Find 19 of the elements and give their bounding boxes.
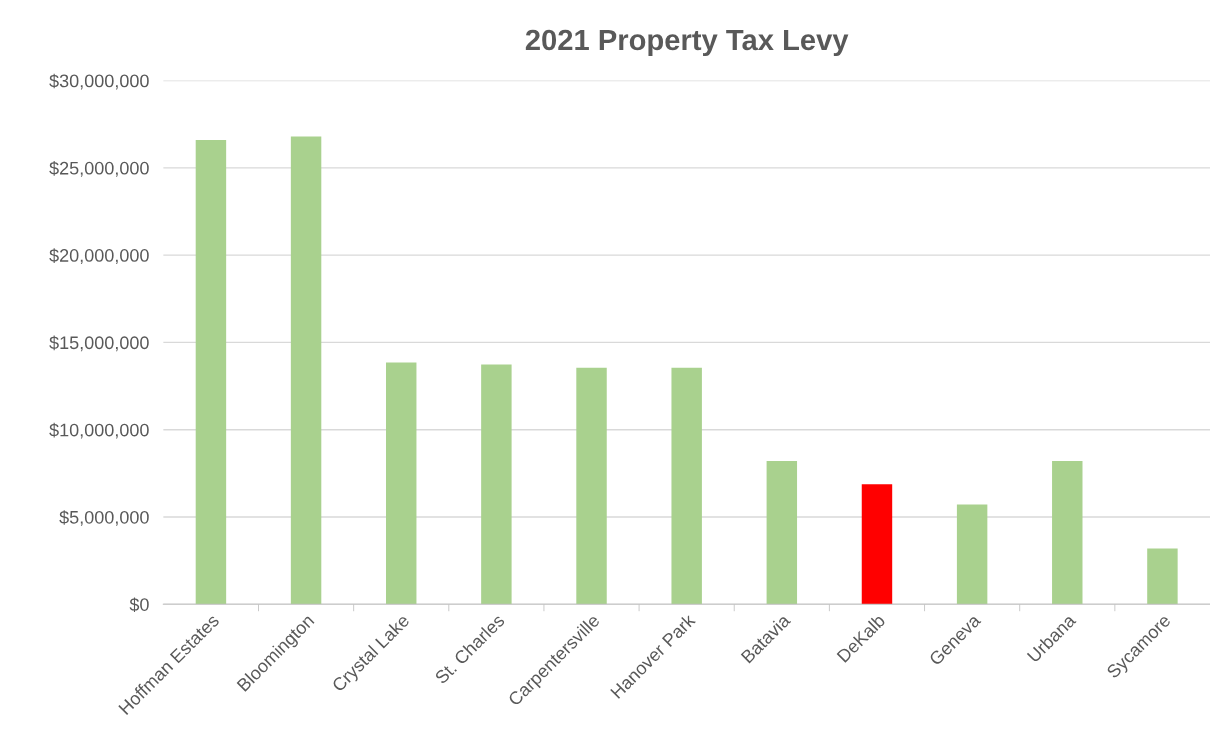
bar [861, 484, 893, 605]
bar [481, 364, 512, 605]
y-tick-label: $0 [129, 597, 149, 613]
y-tick-label: $20,000,000 [49, 248, 149, 264]
bar [290, 136, 322, 605]
bar [956, 504, 988, 605]
y-tick-label: $30,000,000 [49, 73, 149, 90]
bar [1052, 461, 1083, 605]
bar [671, 367, 702, 605]
bar [195, 139, 227, 605]
y-tick-label: $5,000,000 [59, 510, 149, 526]
bar [766, 461, 798, 605]
chart-title: 2021 Property Tax Levy [525, 29, 849, 57]
y-tick-label: $10,000,000 [49, 422, 149, 439]
bar [1147, 548, 1178, 605]
bar [386, 362, 417, 605]
y-tick-label: $25,000,000 [49, 161, 149, 177]
bar [576, 367, 607, 605]
y-tick-label: $15,000,000 [49, 335, 149, 352]
